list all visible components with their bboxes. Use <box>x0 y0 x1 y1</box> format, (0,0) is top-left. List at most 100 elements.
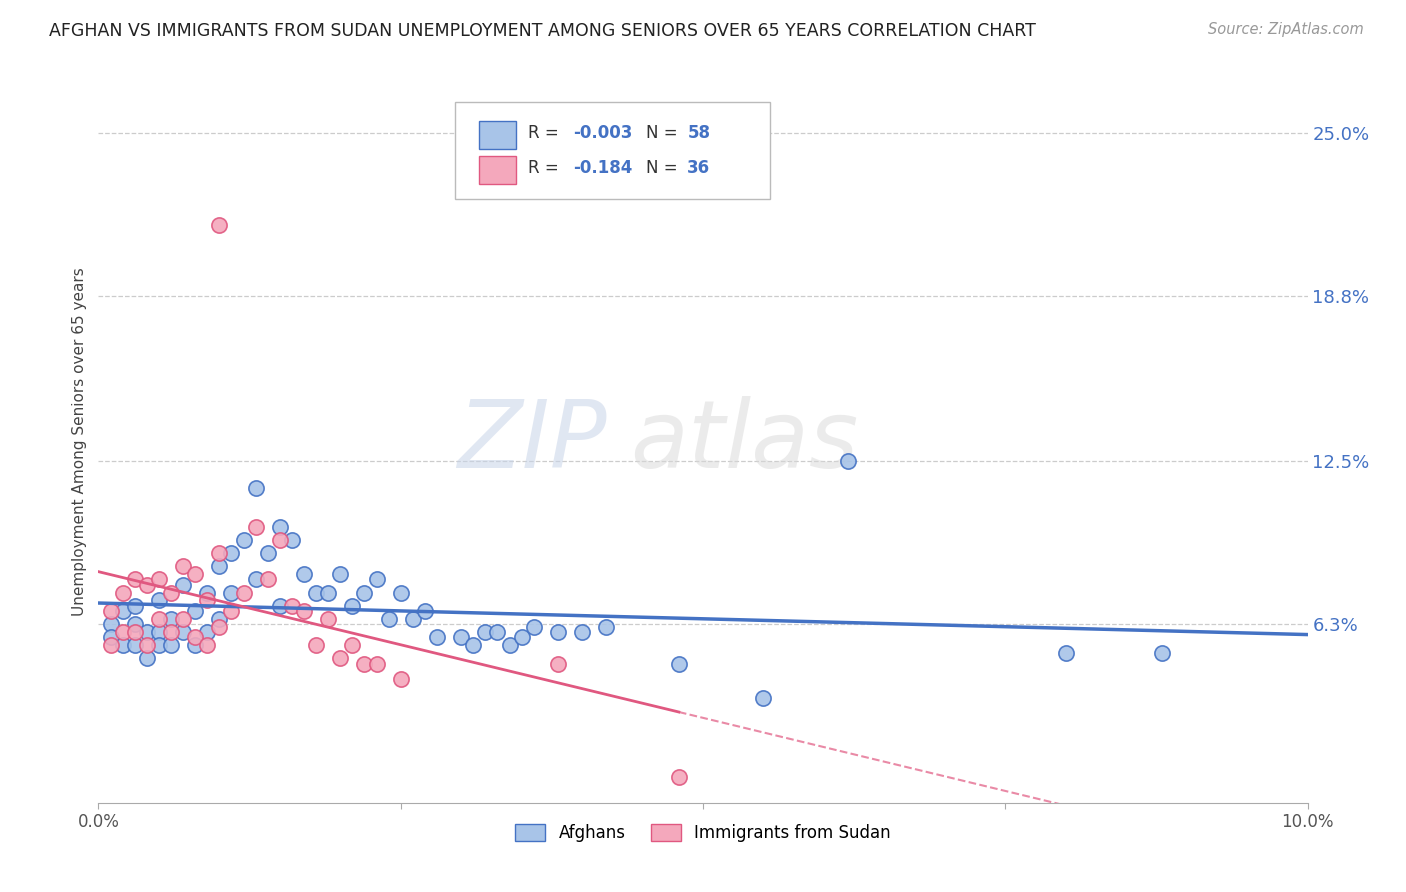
Point <box>510 630 533 644</box>
Text: 36: 36 <box>688 160 710 178</box>
Point <box>316 612 339 626</box>
Point <box>269 520 291 534</box>
Point <box>160 625 183 640</box>
Point <box>547 625 569 640</box>
Point <box>668 770 690 784</box>
Text: N =: N = <box>647 124 683 142</box>
Point <box>377 612 399 626</box>
Point <box>135 638 157 652</box>
Point <box>184 630 207 644</box>
Point <box>111 638 134 652</box>
Point <box>668 657 690 671</box>
Point <box>124 599 146 613</box>
Point <box>148 593 170 607</box>
Point <box>232 533 254 547</box>
Point <box>124 573 146 587</box>
Point <box>100 638 122 652</box>
Point <box>547 657 569 671</box>
Point <box>208 620 231 634</box>
Point <box>208 559 231 574</box>
Point <box>135 625 157 640</box>
Point <box>523 620 546 634</box>
Text: Source: ZipAtlas.com: Source: ZipAtlas.com <box>1208 22 1364 37</box>
FancyBboxPatch shape <box>456 102 769 200</box>
Text: R =: R = <box>527 124 564 142</box>
Point <box>474 625 496 640</box>
Point <box>329 651 352 665</box>
Point <box>752 690 775 705</box>
Point <box>172 578 194 592</box>
Point <box>595 620 617 634</box>
Point <box>172 612 194 626</box>
Point <box>366 657 388 671</box>
Point <box>195 585 218 599</box>
Point <box>148 573 170 587</box>
Point <box>245 520 267 534</box>
Point <box>1054 646 1077 660</box>
Point <box>329 567 352 582</box>
Point <box>172 625 194 640</box>
Point <box>195 593 218 607</box>
Point <box>292 567 315 582</box>
Point <box>342 638 364 652</box>
Point <box>184 604 207 618</box>
Point <box>256 573 278 587</box>
Point <box>111 604 134 618</box>
Legend: Afghans, Immigrants from Sudan: Afghans, Immigrants from Sudan <box>509 817 897 848</box>
Point <box>100 604 122 618</box>
Text: -0.184: -0.184 <box>574 160 633 178</box>
Point <box>148 612 170 626</box>
Point <box>184 638 207 652</box>
Point <box>135 651 157 665</box>
Point <box>195 638 218 652</box>
Point <box>245 481 267 495</box>
Point <box>245 573 267 587</box>
Point <box>100 630 122 644</box>
Point <box>426 630 449 644</box>
Text: atlas: atlas <box>630 396 859 487</box>
Text: AFGHAN VS IMMIGRANTS FROM SUDAN UNEMPLOYMENT AMONG SENIORS OVER 65 YEARS CORRELA: AFGHAN VS IMMIGRANTS FROM SUDAN UNEMPLOY… <box>49 22 1036 40</box>
Point <box>281 599 304 613</box>
Point <box>184 567 207 582</box>
Text: 58: 58 <box>688 124 710 142</box>
Point <box>160 612 183 626</box>
Y-axis label: Unemployment Among Seniors over 65 years: Unemployment Among Seniors over 65 years <box>72 268 87 615</box>
Point <box>208 546 231 560</box>
Point <box>208 612 231 626</box>
Text: R =: R = <box>527 160 569 178</box>
Point <box>342 599 364 613</box>
Text: ZIP: ZIP <box>457 396 606 487</box>
Text: N =: N = <box>647 160 683 178</box>
Point <box>305 638 328 652</box>
Point <box>305 585 328 599</box>
Point <box>389 673 412 687</box>
Point <box>111 585 134 599</box>
Point <box>389 585 412 599</box>
Point <box>498 638 520 652</box>
Point <box>837 454 859 468</box>
Point <box>353 657 375 671</box>
Point <box>450 630 472 644</box>
Point <box>124 625 146 640</box>
Point <box>232 585 254 599</box>
Point <box>571 625 593 640</box>
Point <box>281 533 304 547</box>
Point <box>463 638 485 652</box>
FancyBboxPatch shape <box>479 121 516 149</box>
Point <box>402 612 425 626</box>
Point <box>292 604 315 618</box>
Point <box>148 638 170 652</box>
Text: -0.003: -0.003 <box>574 124 633 142</box>
Point <box>124 638 146 652</box>
Point <box>195 625 218 640</box>
Point <box>100 617 122 632</box>
Point <box>160 585 183 599</box>
Point <box>353 585 375 599</box>
Point <box>269 533 291 547</box>
Point <box>256 546 278 560</box>
Point <box>148 625 170 640</box>
Point <box>221 546 243 560</box>
Point <box>221 604 243 618</box>
Point <box>172 559 194 574</box>
Point <box>269 599 291 613</box>
